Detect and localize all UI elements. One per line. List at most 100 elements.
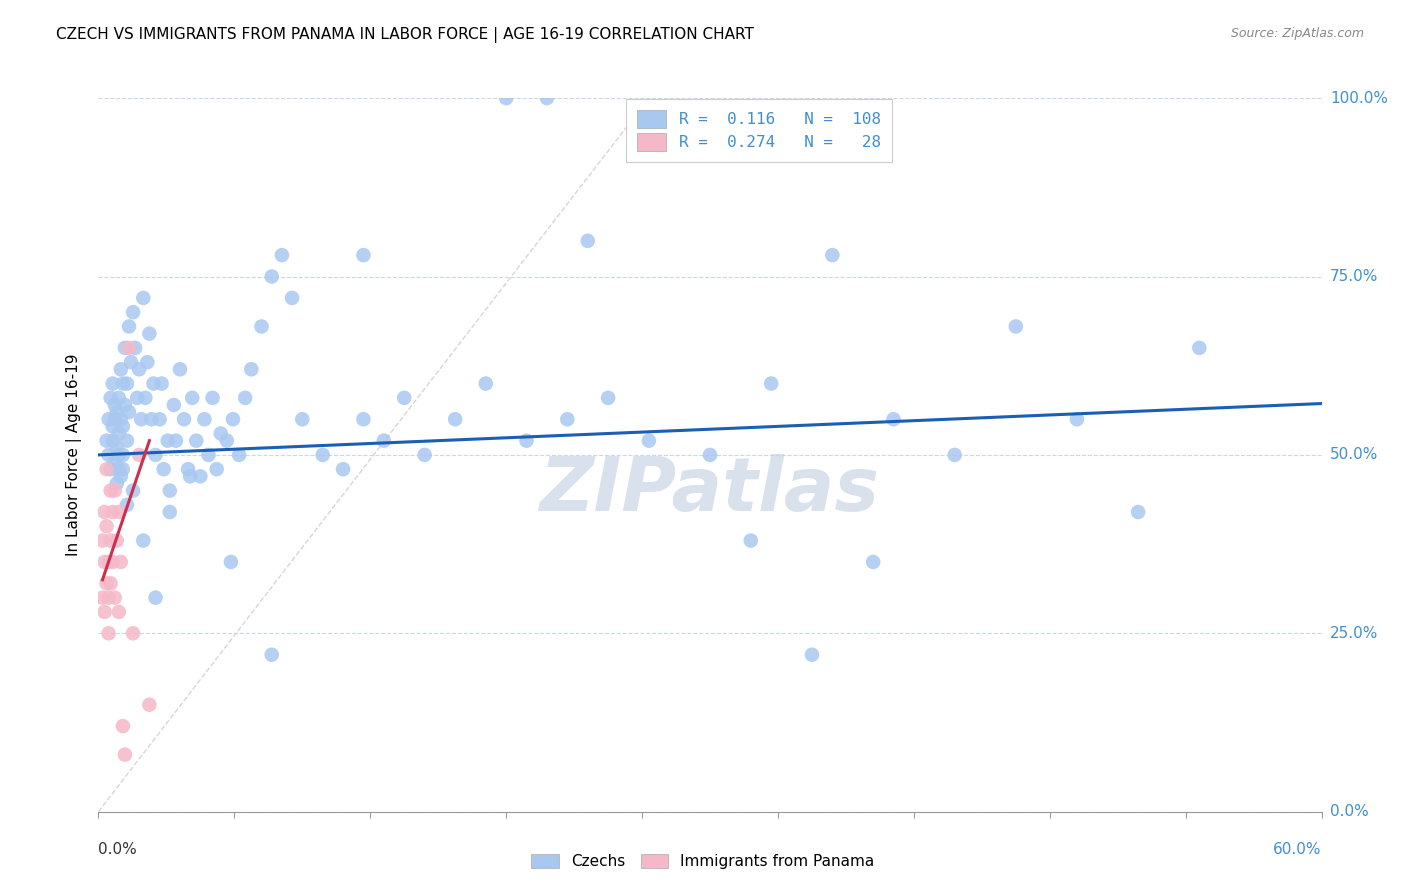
Point [281, 291, 304, 305]
Point [118, 319, 141, 334]
Point [104, 398, 127, 412]
Point [122, 305, 145, 319]
Point [124, 341, 146, 355]
Point [96, 462, 118, 476]
Text: 75.0%: 75.0% [1330, 269, 1378, 284]
Point [132, 291, 155, 305]
Point [228, 448, 250, 462]
Text: 25.0%: 25.0% [1330, 626, 1378, 640]
Point [111, 448, 134, 462]
Point [129, 412, 152, 426]
Point [193, 412, 215, 426]
Point [122, 626, 145, 640]
Point [181, 391, 204, 405]
Point [159, 483, 181, 498]
Point [250, 319, 273, 334]
Point [240, 362, 263, 376]
Point [222, 412, 245, 426]
Point [1004, 319, 1026, 334]
Point [100, 391, 122, 405]
Text: 100.0%: 100.0% [1330, 91, 1388, 105]
Point [392, 391, 416, 405]
Point [114, 341, 136, 355]
Point [173, 412, 195, 426]
Point [1066, 412, 1088, 426]
Point [108, 605, 131, 619]
Point [100, 462, 122, 476]
Point [576, 234, 599, 248]
Point [115, 376, 138, 391]
Point [118, 341, 141, 355]
Point [373, 434, 395, 448]
Point [105, 441, 128, 455]
Point [444, 412, 467, 426]
Point [108, 462, 131, 476]
Point [132, 533, 155, 548]
Point [145, 448, 167, 462]
Point [761, 376, 783, 391]
Text: CZECH VS IMMIGRANTS FROM PANAMA IN LABOR FORCE | AGE 16-19 CORRELATION CHART: CZECH VS IMMIGRANTS FROM PANAMA IN LABOR… [56, 27, 754, 43]
Point [104, 455, 127, 469]
Point [96, 576, 118, 591]
Point [101, 505, 124, 519]
Point [97, 555, 120, 569]
Point [179, 469, 201, 483]
Text: 0.0%: 0.0% [1330, 805, 1368, 819]
Text: Source: ZipAtlas.com: Source: ZipAtlas.com [1230, 27, 1364, 40]
Point [118, 405, 141, 419]
Point [159, 505, 181, 519]
Point [215, 434, 238, 448]
Point [516, 434, 538, 448]
Point [101, 434, 124, 448]
Point [101, 555, 124, 569]
Point [111, 376, 134, 391]
Point [104, 412, 127, 426]
Point [115, 434, 138, 448]
Point [943, 448, 966, 462]
Point [598, 391, 620, 405]
Point [105, 476, 128, 491]
Point [352, 248, 374, 262]
Point [114, 747, 136, 762]
Point [1128, 505, 1150, 519]
Point [197, 448, 219, 462]
Point [201, 391, 224, 405]
Point [110, 362, 132, 376]
Point [145, 591, 167, 605]
Point [108, 505, 131, 519]
Text: 60.0%: 60.0% [1274, 842, 1322, 857]
Point [97, 591, 120, 605]
Y-axis label: In Labor Force | Age 16-19: In Labor Force | Age 16-19 [66, 353, 83, 557]
Point [555, 412, 579, 426]
Point [108, 448, 131, 462]
Point [97, 412, 120, 426]
Point [821, 248, 844, 262]
Point [128, 448, 150, 462]
Point [637, 434, 661, 448]
Point [101, 376, 124, 391]
Text: 0.0%: 0.0% [98, 842, 138, 857]
Point [740, 533, 762, 548]
Point [209, 426, 232, 441]
Point [115, 498, 138, 512]
Point [474, 376, 498, 391]
Point [104, 483, 127, 498]
Point [156, 434, 179, 448]
Point [100, 576, 122, 591]
Point [163, 398, 186, 412]
Point [91, 533, 114, 548]
Point [205, 462, 228, 476]
Point [233, 391, 256, 405]
Point [110, 469, 132, 483]
Text: ZIPatlas: ZIPatlas [540, 454, 880, 527]
Point [100, 533, 122, 548]
Point [100, 483, 122, 498]
Point [96, 519, 118, 533]
Point [142, 376, 165, 391]
Point [141, 412, 163, 426]
Point [883, 412, 905, 426]
Point [111, 462, 134, 476]
Point [291, 412, 314, 426]
Point [536, 91, 558, 105]
Point [1188, 341, 1211, 355]
